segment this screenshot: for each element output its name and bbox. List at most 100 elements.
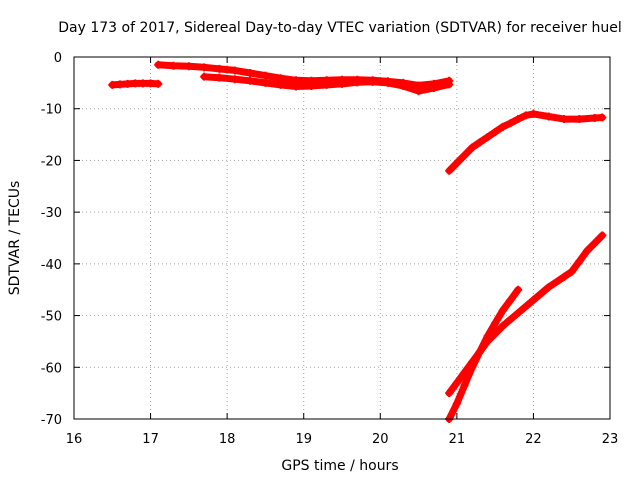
data-point — [452, 378, 461, 387]
x-tick-label: 22 — [525, 432, 542, 447]
y-tick-label: -40 — [41, 258, 62, 273]
data-point — [131, 79, 140, 88]
data-point — [475, 138, 484, 147]
data-point — [445, 389, 454, 398]
data-point — [108, 80, 117, 89]
data-point — [483, 133, 492, 142]
x-tick-label: 19 — [295, 432, 312, 447]
data-point — [575, 257, 584, 266]
plot-frame — [73, 56, 611, 420]
data-point — [491, 127, 500, 136]
data-point — [468, 143, 477, 152]
data-point — [498, 306, 507, 315]
data-point — [184, 62, 193, 71]
data-point — [460, 368, 469, 377]
data-point — [246, 69, 255, 78]
data-point — [445, 80, 454, 89]
y-tick-label: -10 — [41, 103, 62, 118]
data-point — [575, 115, 584, 124]
data-series-4 — [445, 109, 607, 175]
data-point — [230, 75, 239, 84]
data-point — [138, 79, 147, 88]
data-point — [468, 358, 477, 367]
data-layer — [108, 60, 607, 423]
data-point — [246, 76, 255, 85]
data-point — [353, 78, 362, 87]
data-point — [230, 66, 239, 75]
data-point — [514, 308, 523, 317]
data-point — [276, 80, 285, 89]
data-point — [529, 296, 538, 305]
data-point — [544, 283, 553, 292]
y-tick-label: 0 — [54, 51, 62, 66]
data-point — [506, 296, 515, 305]
data-point — [146, 79, 155, 88]
y-tick-label: -60 — [41, 361, 62, 376]
data-point — [452, 399, 461, 408]
data-point — [590, 114, 599, 123]
data-point — [491, 319, 500, 328]
x-tick-label: 16 — [66, 432, 83, 447]
data-point — [483, 337, 492, 346]
data-point — [338, 79, 346, 88]
data-point — [169, 61, 178, 70]
data-point — [514, 285, 523, 294]
data-point — [399, 81, 408, 90]
x-tick-label: 17 — [142, 432, 159, 447]
data-point — [200, 72, 209, 81]
series-trace — [445, 231, 606, 397]
data-point — [292, 82, 301, 91]
data-point — [544, 112, 553, 121]
data-point — [215, 64, 224, 73]
grid-lines — [74, 57, 610, 419]
data-point — [560, 272, 569, 281]
data-point — [460, 151, 469, 160]
data-point — [445, 166, 454, 175]
data-point — [368, 77, 377, 86]
data-point — [498, 321, 507, 330]
y-tick-label: -20 — [41, 154, 62, 169]
data-point — [123, 79, 132, 88]
data-point — [598, 113, 607, 122]
data-point — [215, 73, 224, 82]
y-tick-label: -50 — [41, 310, 62, 325]
data-point — [322, 80, 331, 89]
data-point — [154, 79, 163, 88]
data-point — [307, 81, 316, 90]
data-point — [200, 63, 209, 72]
axis-ticks: 16 17 18 19 20 21 22 23 0 -10 -20 -30 -40 -50 -60 -70 — [41, 51, 619, 447]
data-point — [583, 246, 592, 255]
data-point — [590, 239, 599, 248]
data-point — [429, 84, 438, 93]
y-axis-label: SDTVAR / TECUs — [7, 181, 23, 296]
series-trace — [445, 286, 522, 423]
data-point — [567, 267, 576, 276]
data-series-5 — [445, 285, 523, 423]
data-point — [506, 119, 515, 128]
data-point — [521, 111, 530, 120]
x-tick-label: 20 — [372, 432, 389, 447]
data-point — [529, 109, 538, 118]
y-tick-label: -30 — [41, 206, 62, 221]
x-axis-label: GPS time / hours — [281, 458, 398, 474]
data-point — [276, 74, 285, 83]
data-point — [598, 231, 607, 240]
data-point — [261, 71, 270, 80]
x-tick-label: 21 — [449, 432, 466, 447]
data-series-3 — [200, 72, 454, 96]
data-point — [560, 115, 569, 124]
data-point — [115, 80, 124, 89]
data-point — [261, 78, 270, 87]
data-point — [452, 159, 461, 168]
data-point — [475, 347, 484, 356]
data-series-1 — [108, 79, 163, 89]
y-tick-label: -70 — [41, 413, 62, 428]
x-tick-label: 18 — [219, 432, 236, 447]
x-tick-label: 23 — [602, 432, 619, 447]
data-point — [498, 122, 507, 131]
data-point — [383, 78, 392, 87]
data-point — [414, 87, 423, 96]
data-series-6 — [445, 231, 607, 398]
data-point — [514, 115, 523, 124]
